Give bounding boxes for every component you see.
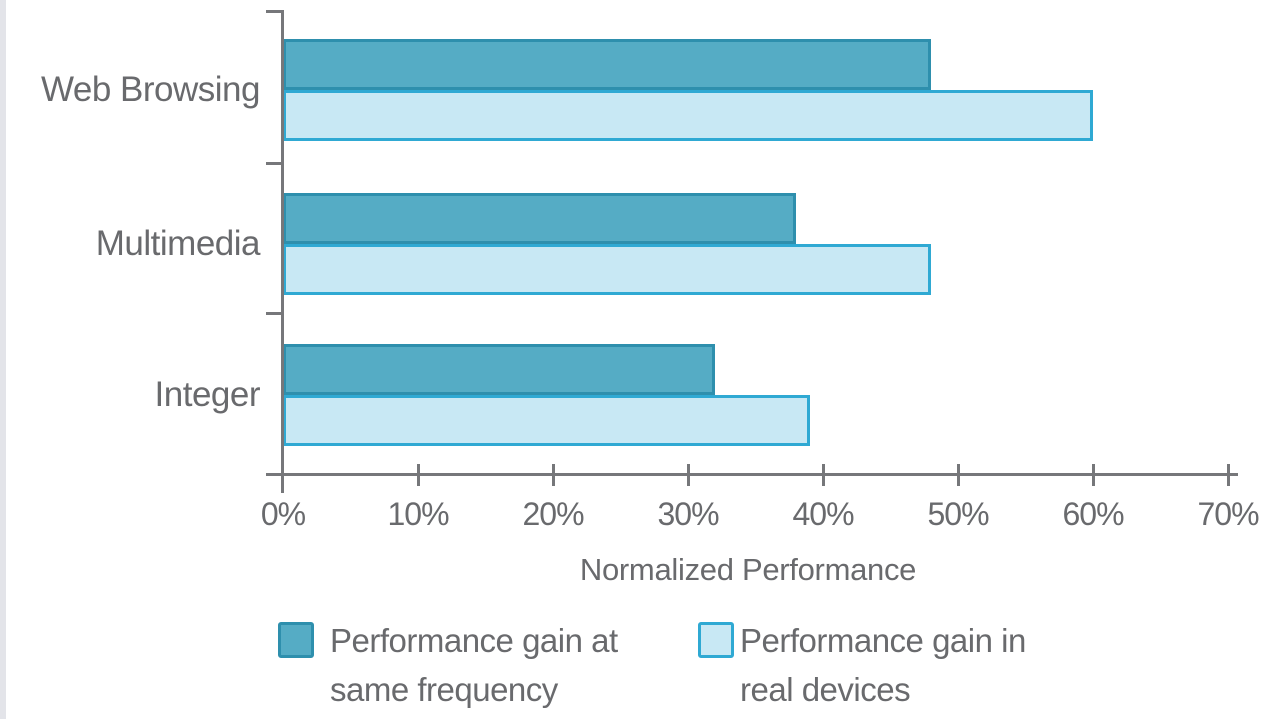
bar-multimedia-real-devices — [283, 244, 931, 295]
left-edge-strip — [0, 0, 6, 719]
category-label-multimedia: Multimedia — [95, 224, 261, 263]
legend-label-line2: same frequency — [330, 671, 558, 708]
x-tick-label-70: 70% — [1197, 496, 1259, 532]
bar-web-browsing-same-frequency — [283, 39, 931, 90]
x-tick-70 — [1227, 464, 1230, 486]
legend-label-real-devices: Performance gain in real devices — [740, 616, 1026, 714]
bar-integer-same-frequency — [283, 344, 715, 395]
x-tick-label-60: 60% — [1062, 496, 1124, 532]
x-axis-title: Normalized Performance — [579, 552, 917, 587]
x-tick-label-50: 50% — [927, 496, 989, 532]
x-tick-20 — [552, 464, 555, 486]
x-tick-30 — [687, 464, 690, 486]
legend-label-line1: Performance gain at — [330, 622, 618, 659]
y-axis-top-cap — [266, 10, 284, 13]
x-tick-10 — [417, 464, 420, 486]
category-label-web-browsing: Web Browsing — [40, 70, 261, 109]
x-tick-label-20: 20% — [522, 496, 584, 532]
legend-swatch-real-devices — [698, 622, 734, 658]
x-tick-label-10: 10% — [387, 496, 449, 532]
x-tick-label-30: 30% — [657, 496, 719, 532]
bar-multimedia-same-frequency — [283, 193, 796, 244]
legend-swatch-same-frequency — [278, 622, 314, 658]
legend-label-same-frequency: Performance gain at same frequency — [330, 616, 618, 714]
x-tick-label-0: 0% — [260, 496, 306, 532]
y-axis-line — [281, 10, 284, 493]
x-axis-line — [266, 473, 1238, 476]
y-axis-group-tick-2 — [266, 312, 284, 315]
x-tick-60 — [1092, 464, 1095, 486]
y-axis-group-tick-1 — [266, 162, 284, 165]
legend-label-line2: real devices — [740, 671, 911, 708]
x-tick-40 — [822, 464, 825, 486]
category-label-integer: Integer — [154, 375, 261, 414]
x-tick-50 — [957, 464, 960, 486]
x-tick-label-40: 40% — [792, 496, 854, 532]
legend-label-line1: Performance gain in — [740, 622, 1026, 659]
bar-web-browsing-real-devices — [283, 90, 1093, 141]
bar-integer-real-devices — [283, 395, 810, 446]
